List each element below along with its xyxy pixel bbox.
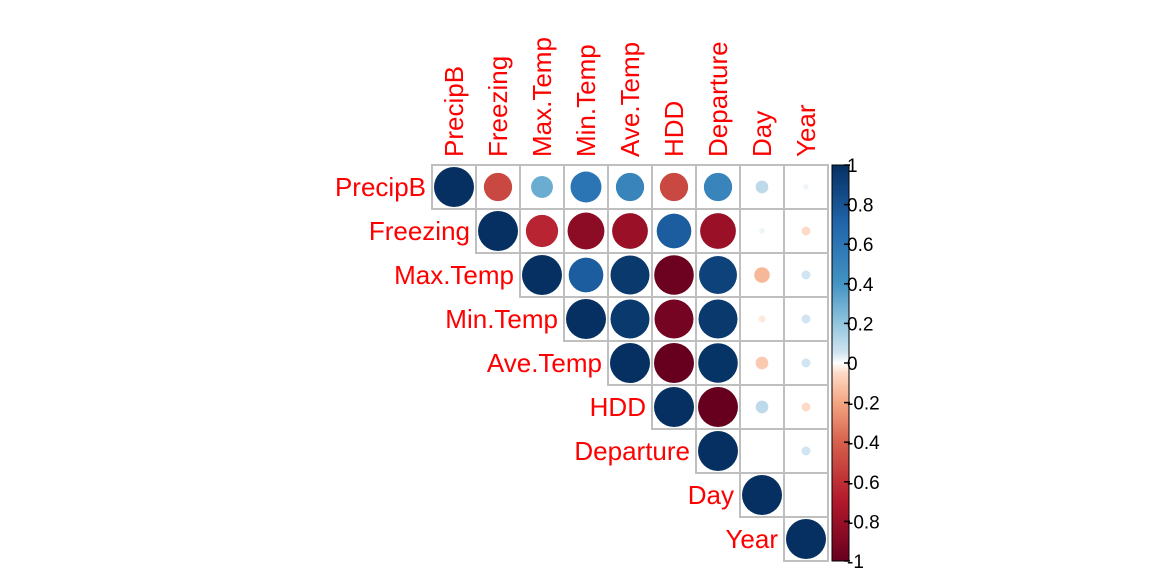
corr-circle-Max.Temp-HDD (654, 255, 694, 295)
row-label: Max.Temp (394, 260, 514, 290)
column-label: Min.Temp (571, 44, 601, 157)
corr-circle-PrecipB-Freezing (483, 172, 513, 202)
row-label: Departure (574, 436, 690, 466)
row-label: Min.Temp (445, 304, 558, 334)
row-labels: PrecipB Freezing Max.Temp Min.Temp Ave.Temp H… (335, 172, 778, 554)
corr-circle-Min.Temp-HDD (654, 299, 694, 339)
row-label: PrecipB (335, 172, 426, 202)
corr-circle-Freezing-Departure (700, 213, 736, 249)
corr-circle-Freezing-Max.Temp (525, 214, 559, 248)
column-label: Day (747, 111, 777, 157)
corr-circle-PrecipB-PrecipB (434, 167, 474, 207)
row-label: HDD (590, 392, 646, 422)
row-label: Year (725, 524, 778, 554)
colorbar-tick-label: 0.8 (847, 196, 873, 217)
corr-circle-PrecipB-Ave.Temp (615, 172, 645, 202)
corr-circle-PrecipB-Day (755, 180, 769, 194)
corr-circle-Freezing-Year (801, 226, 811, 236)
colorbar-tick-label: -0.6 (847, 473, 880, 494)
corr-circle-Min.Temp-Min.Temp (566, 299, 606, 339)
corr-circle-Max.Temp-Year (801, 270, 811, 280)
colorbar-tick-label: 0.6 (847, 235, 873, 256)
colorbar-tick-label: 1 (847, 156, 858, 177)
column-label: Departure (703, 41, 733, 157)
colorbar-tick-label: -1 (847, 552, 864, 573)
corr-circle-Min.Temp-Day (758, 315, 766, 323)
colorbar-tick-label: 0 (847, 354, 858, 375)
colorbar-tick-label: -0.4 (847, 433, 880, 454)
column-label: Ave.Temp (615, 42, 645, 157)
corr-circle-Max.Temp-Day (754, 267, 770, 283)
corr-circle-Freezing-Min.Temp (567, 212, 605, 250)
corr-circle-HDD-Departure (698, 387, 738, 427)
colorbar: 1 0.8 0.6 0.4 0.2 0 -0.2 -0.4 -0.6 -0.8 -1 (831, 156, 880, 573)
corr-circle-Year-Year (786, 519, 826, 559)
column-label: HDD (659, 101, 689, 157)
corr-circle-PrecipB-Max.Temp (531, 176, 553, 198)
grid (431, 164, 829, 562)
colorbar-ticks: 1 0.8 0.6 0.4 0.2 0 -0.2 -0.4 -0.6 -0.8 -1 (844, 156, 880, 573)
corr-circle-Min.Temp-Departure (698, 299, 738, 339)
corr-circle-PrecipB-Min.Temp (570, 171, 602, 203)
corr-circle-Ave.Temp-Day (755, 356, 769, 370)
grid-cell (739, 428, 785, 474)
corr-circle-Max.Temp-Min.Temp (568, 257, 604, 293)
corr-circle-Freezing-HDD (656, 213, 692, 249)
corr-circle-HDD-HDD (654, 387, 694, 427)
corr-circle-PrecipB-Year (803, 184, 809, 190)
corr-circle-Departure-Departure (698, 431, 738, 471)
corr-circle-Ave.Temp-Ave.Temp (610, 343, 650, 383)
row-label: Day (688, 480, 734, 510)
corr-circle-Ave.Temp-Departure (698, 343, 738, 383)
column-label: Max.Temp (527, 37, 557, 157)
corr-circle-Departure-Year (801, 446, 811, 456)
corr-circle-PrecipB-Departure (703, 172, 733, 202)
colorbar-tick-label: -0.8 (847, 512, 880, 533)
column-label: Year (791, 104, 821, 157)
correlation-circles (434, 167, 826, 559)
grid-cell (783, 516, 829, 562)
corr-circle-Ave.Temp-HDD (654, 343, 694, 383)
corr-circle-HDD-Year (801, 402, 811, 412)
corr-circle-PrecipB-HDD (659, 172, 689, 202)
corr-circle-Freezing-Day (759, 228, 765, 234)
corr-circle-Freezing-Ave.Temp (612, 213, 648, 249)
column-label: Freezing (483, 56, 513, 157)
row-label: Ave.Temp (487, 348, 602, 378)
column-label: PrecipB (439, 66, 469, 157)
colorbar-tick-label: -0.2 (847, 394, 880, 415)
corr-circle-Ave.Temp-Year (801, 358, 811, 368)
corr-circle-HDD-Day (755, 400, 769, 414)
row-label: Freezing (369, 216, 470, 246)
corr-circle-Min.Temp-Year (801, 314, 811, 324)
grid-cell (783, 472, 829, 518)
colorbar-tick-label: 0.4 (847, 275, 874, 296)
corr-circle-Day-Day (742, 475, 782, 515)
corr-circle-Max.Temp-Max.Temp (522, 255, 562, 295)
corr-circle-Max.Temp-Departure (699, 256, 737, 294)
column-labels: PrecipB Freezing Max.Temp Min.Temp Ave.Temp H… (439, 37, 821, 157)
corr-circle-Max.Temp-Ave.Temp (610, 255, 650, 295)
colorbar-tick-label: 0.2 (847, 314, 873, 335)
corr-circle-Min.Temp-Ave.Temp (610, 299, 650, 339)
corr-circle-Freezing-Freezing (478, 211, 518, 251)
